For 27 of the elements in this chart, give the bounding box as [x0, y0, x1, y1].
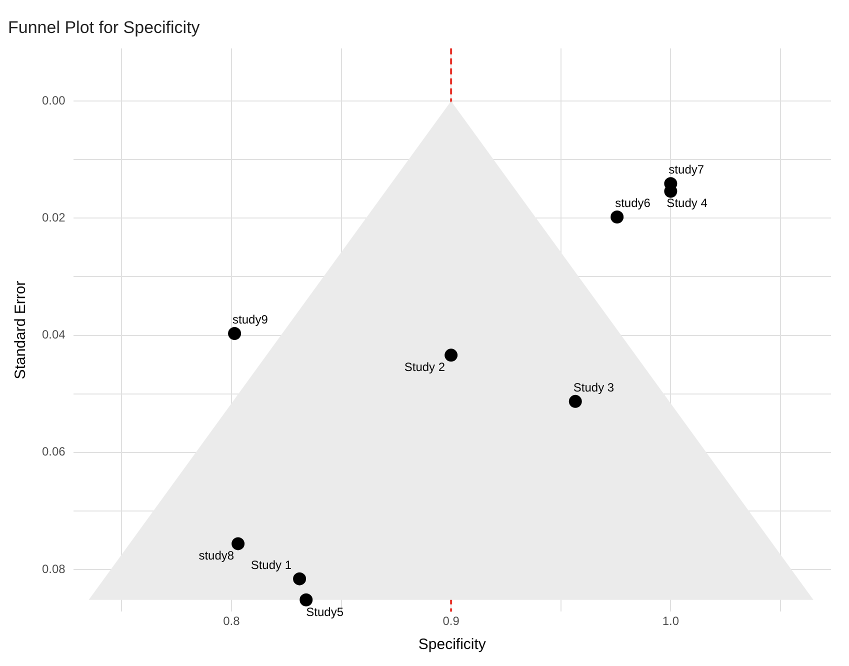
y-tick-label: 0.00 — [42, 93, 66, 108]
point — [300, 593, 313, 606]
point — [232, 537, 245, 550]
annotation: study7 — [668, 162, 704, 177]
chart-title: Funnel Plot for Specificity — [8, 18, 200, 37]
annotation: Study 4 — [666, 196, 708, 210]
point — [444, 348, 458, 362]
point — [228, 327, 242, 340]
y-tick-label: 0.04 — [42, 328, 66, 342]
annotation: Study5 — [306, 604, 344, 619]
x-tick-label: 0.8 — [223, 614, 240, 628]
y-axis-title: Standard Error — [12, 280, 30, 380]
annotation: study9 — [232, 312, 268, 327]
y-tick-label: 0.02 — [42, 210, 66, 224]
annotation: Study 2 — [404, 360, 446, 374]
annotation: Study 3 — [573, 380, 614, 394]
x-tick-label: 0.9 — [442, 614, 460, 628]
y-tick-label: 0.08 — [42, 562, 66, 576]
annotation: study8 — [198, 548, 234, 563]
point — [293, 572, 306, 586]
y-tick-label: 0.06 — [42, 444, 66, 459]
annotation: Study 1 — [250, 558, 292, 572]
x-tick-label: 1.0 — [662, 614, 680, 628]
annotation: study6 — [615, 196, 651, 210]
x-axis-title: Specificity — [418, 636, 486, 654]
point — [568, 394, 582, 408]
point — [610, 210, 624, 224]
